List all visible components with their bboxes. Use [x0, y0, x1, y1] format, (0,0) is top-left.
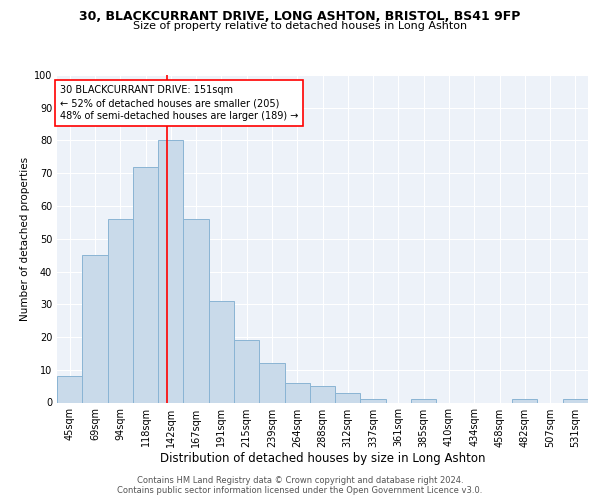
- Text: Contains HM Land Registry data © Crown copyright and database right 2024.: Contains HM Land Registry data © Crown c…: [137, 476, 463, 485]
- Text: Size of property relative to detached houses in Long Ashton: Size of property relative to detached ho…: [133, 21, 467, 31]
- Bar: [310, 386, 335, 402]
- Bar: [411, 399, 436, 402]
- Bar: [234, 340, 259, 402]
- Bar: [133, 166, 158, 402]
- Bar: [82, 255, 107, 402]
- Text: Contains public sector information licensed under the Open Government Licence v3: Contains public sector information licen…: [118, 486, 482, 495]
- Bar: [361, 399, 386, 402]
- Bar: [512, 399, 538, 402]
- Bar: [284, 383, 310, 402]
- Bar: [184, 219, 209, 402]
- Bar: [259, 363, 284, 403]
- Text: 30, BLACKCURRANT DRIVE, LONG ASHTON, BRISTOL, BS41 9FP: 30, BLACKCURRANT DRIVE, LONG ASHTON, BRI…: [79, 10, 521, 23]
- Text: 30 BLACKCURRANT DRIVE: 151sqm
← 52% of detached houses are smaller (205)
48% of : 30 BLACKCURRANT DRIVE: 151sqm ← 52% of d…: [59, 85, 298, 121]
- Bar: [57, 376, 82, 402]
- Bar: [209, 301, 234, 402]
- Bar: [107, 219, 133, 402]
- X-axis label: Distribution of detached houses by size in Long Ashton: Distribution of detached houses by size …: [160, 452, 485, 466]
- Y-axis label: Number of detached properties: Number of detached properties: [20, 156, 29, 321]
- Bar: [158, 140, 184, 402]
- Bar: [335, 392, 361, 402]
- Bar: [563, 399, 588, 402]
